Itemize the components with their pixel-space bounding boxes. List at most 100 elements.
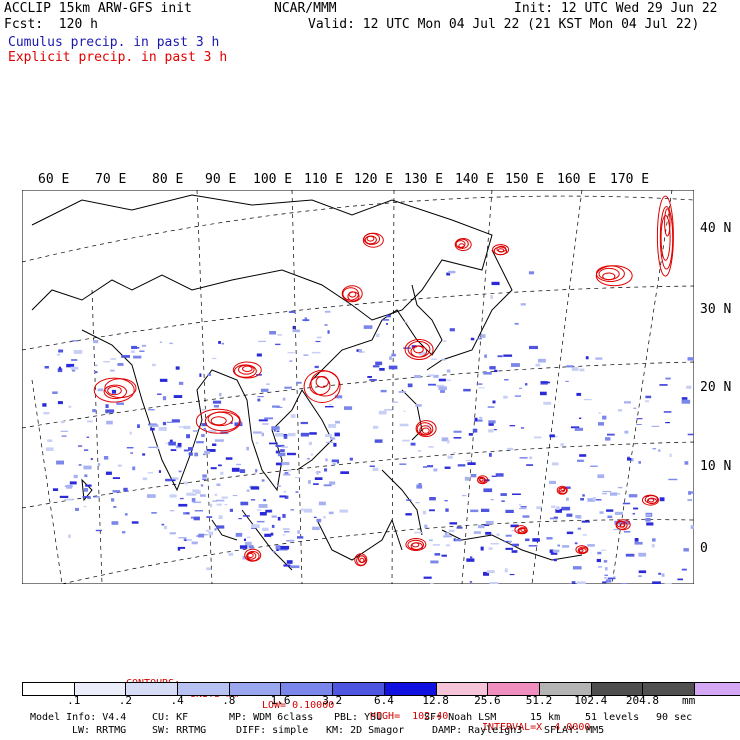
cumulus-cell: [44, 366, 49, 369]
cumulus-cell: [325, 458, 328, 462]
cumulus-cell: [418, 351, 427, 356]
cumulus-cell: [198, 533, 205, 538]
cumulus-cell: [201, 408, 206, 411]
cumulus-cell: [171, 477, 179, 480]
cumulus-cell: [488, 547, 493, 550]
cumulus-cell: [186, 492, 194, 496]
cumulus-cell: [470, 337, 475, 341]
colorbar-tick: 6.4: [374, 694, 394, 707]
cumulus-cell: [288, 311, 296, 313]
cumulus-cell: [512, 493, 521, 495]
lon-label: 140 E: [455, 172, 495, 187]
cumulus-cell: [178, 537, 187, 539]
explicit-contour: [520, 528, 526, 532]
cumulus-cell: [349, 457, 353, 461]
cumulus-cell: [490, 499, 494, 501]
cumulus-cell: [111, 389, 117, 394]
cumulus-cell: [432, 544, 440, 546]
cumulus-cell: [328, 424, 337, 428]
cumulus-cell: [375, 361, 383, 366]
explicit-contour: [578, 548, 584, 553]
cumulus-cell: [380, 389, 387, 393]
cumulus-cell: [275, 343, 281, 346]
cumulus-cell: [386, 323, 388, 325]
cumulus-cell: [580, 498, 584, 501]
cumulus-cell: [335, 420, 340, 424]
cumulus-cell: [571, 581, 576, 584]
cumulus-cell: [633, 507, 639, 510]
cumulus-cell: [244, 541, 252, 546]
cumulus-cell: [572, 566, 582, 570]
cumulus-cell: [681, 397, 688, 400]
cumulus-cell: [171, 419, 180, 423]
cumulus-cell: [422, 510, 427, 515]
cumulus-cell: [289, 360, 293, 362]
cumulus-cell: [427, 374, 435, 377]
cumulus-cell: [625, 553, 635, 557]
cumulus-cell: [628, 494, 638, 498]
cumulus-cell: [255, 442, 259, 444]
cumulus-cell: [519, 387, 522, 389]
cumulus-cell: [283, 564, 291, 567]
cumulus-cell: [283, 435, 288, 439]
cumulus-cell: [566, 497, 569, 501]
cumulus-cell: [169, 510, 175, 512]
cumulus-cell: [428, 446, 434, 448]
cumulus-cell: [325, 441, 334, 443]
cumulus-cell: [110, 369, 115, 372]
cumulus-cell: [112, 490, 120, 493]
explicit-contour: [602, 272, 616, 281]
explicit-contour: [413, 345, 424, 354]
cumulus-cell: [105, 404, 109, 408]
cumulus-cell: [550, 517, 558, 520]
cumulus-cell: [192, 501, 202, 504]
cumulus-cell: [561, 506, 571, 511]
cumulus-cell: [178, 470, 182, 473]
cumulus-cell: [308, 441, 312, 446]
cumulus-cell: [158, 427, 167, 431]
cumulus-cell: [374, 439, 383, 443]
lon-label: 60 E: [38, 172, 70, 187]
cumulus-cell: [212, 443, 217, 446]
cumulus-cell: [122, 531, 126, 534]
cumulus-cell: [210, 467, 217, 470]
cumulus-cell: [168, 441, 176, 446]
cumulus-cell: [403, 347, 411, 349]
cumulus-cell: [633, 407, 637, 409]
cumulus-cell: [47, 439, 53, 442]
cumulus-cell: [379, 368, 385, 371]
cumulus-cell: [178, 503, 188, 507]
cumulus-cell: [218, 464, 222, 467]
explicit-contour: [458, 243, 465, 249]
cumulus-cell: [216, 525, 225, 529]
cumulus-cell: [638, 575, 642, 577]
cumulus-cell: [286, 560, 293, 564]
cumulus-cell: [131, 521, 139, 524]
cumulus-cell: [184, 481, 189, 485]
cumulus-cell: [269, 331, 276, 335]
cumulus-cell: [97, 388, 104, 392]
cumulus-cell: [112, 477, 120, 479]
footer-pbl: PBL: YSU: [334, 712, 383, 723]
cumulus-cell: [690, 525, 694, 529]
footer-cu: CU: KF: [152, 712, 189, 723]
cumulus-cell: [273, 428, 276, 432]
cumulus-cell: [290, 539, 293, 542]
cumulus-cell: [83, 465, 92, 470]
cumulus-cell: [314, 365, 319, 369]
cumulus-cell: [277, 452, 286, 457]
cumulus-cell: [265, 509, 272, 513]
cumulus-cell: [175, 366, 180, 370]
cumulus-cell: [131, 345, 137, 349]
cumulus-cell: [500, 493, 507, 496]
cumulus-cell: [142, 477, 148, 481]
cumulus-cell: [282, 514, 286, 518]
cumulus-cell: [213, 405, 219, 408]
footer-model-info: Model Info: V4.4: [30, 712, 127, 723]
cumulus-cell: [71, 340, 78, 342]
cumulus-cell: [165, 442, 170, 444]
cumulus-cell: [555, 508, 562, 513]
cumulus-cell: [684, 461, 689, 465]
cumulus-cell: [202, 474, 207, 478]
cumulus-cell: [429, 539, 433, 542]
